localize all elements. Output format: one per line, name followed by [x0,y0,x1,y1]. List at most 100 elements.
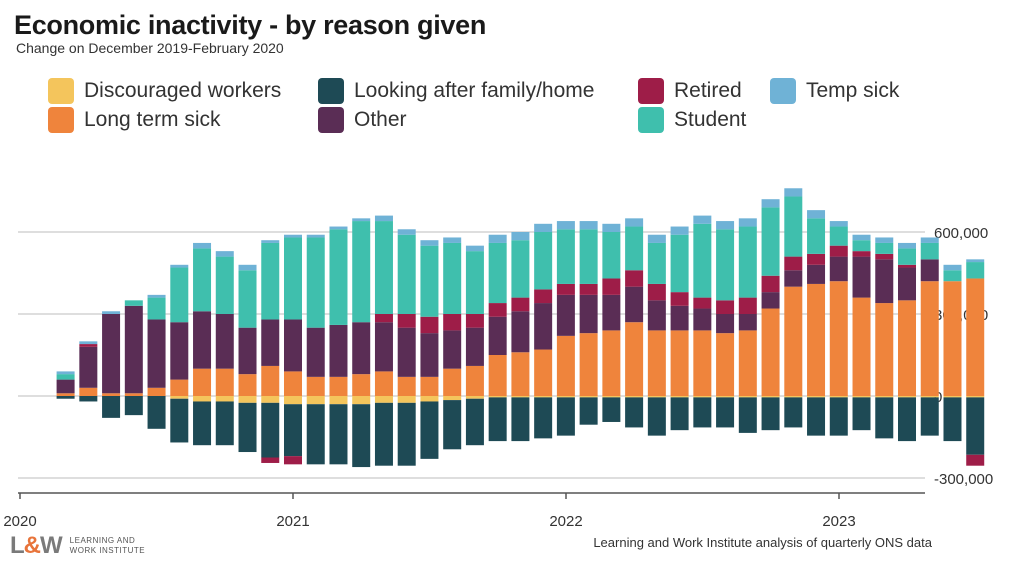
bar-segment-retired [443,314,462,331]
bar-segment-student [625,226,644,271]
bar-segment-temp-sick [56,371,75,375]
bar-segment-looking-after-family-home [420,401,439,459]
bar-segment-long-term-sick [898,300,917,396]
bar-segment-other [465,327,484,366]
bar-segment-discouraged-workers [647,396,666,398]
bar-segment-student [374,221,393,314]
bar-segment-other [761,292,780,309]
bar-segment-student [875,242,894,254]
bar-segment-discouraged-workers [352,396,371,405]
bar-segment-other [829,256,848,282]
bar-segment-looking-after-family-home [193,401,212,446]
bar-segment-looking-after-family-home [875,397,894,439]
bar-segment-long-term-sick [397,376,416,396]
bar-segment-discouraged-workers [670,396,689,398]
bar-segment-looking-after-family-home [647,397,666,436]
bar-segment-retired [511,297,530,312]
bar-segment-student [124,300,143,306]
bar-segment-looking-after-family-home [670,397,689,431]
bar-segment-looking-after-family-home [170,398,189,443]
logo-mark-l: L [10,532,25,559]
bar-segment-temp-sick [102,311,121,314]
bar-segment-temp-sick [966,259,985,263]
bar-segment-student [829,226,848,246]
logo-mark-w: W [40,532,63,559]
bar-segment-retired [284,456,302,465]
bar-segment-discouraged-workers [738,396,757,398]
bar-segment-discouraged-workers [284,396,302,405]
bar-segment-other [511,311,530,353]
bar-segment-student [716,229,735,301]
bar-segment-temp-sick [761,199,780,208]
bar-segment-temp-sick [443,237,462,243]
legend-swatch [770,78,796,104]
bar-segment-long-term-sick [670,330,689,396]
bar-segment-looking-after-family-home [716,397,735,428]
bar-segment-student [738,226,757,298]
bar-segment-looking-after-family-home [556,397,575,436]
bar-segment-long-term-sick [465,365,484,396]
y-tick-label: -300,000 [934,471,993,488]
bar-segment-long-term-sick [374,371,393,396]
bar-segment-discouraged-workers [875,396,894,398]
bar-segment-other [79,346,98,388]
bar-segment-looking-after-family-home [511,397,530,442]
bar-segment-discouraged-workers [215,396,234,402]
bar-segment-temp-sick [807,210,826,219]
bar-segment-temp-sick [556,221,575,230]
bar-segment-retired [829,245,848,257]
bar-segment-long-term-sick [261,365,280,396]
bar-segment-temp-sick [420,240,439,246]
bar-segment-other [56,379,75,394]
legend: Discouraged workers Long term sick Looki… [48,78,948,138]
bar-segment-retired [374,314,393,323]
bar-segment-retired [397,314,416,328]
bar-segment-student [488,242,507,304]
bar-segment-temp-sick [329,226,348,230]
bar-segment-student [807,218,826,254]
bar-segment-student [693,223,712,298]
bar-segment-discouraged-workers [784,396,803,398]
legend-item-student: Student [638,107,746,133]
bar-segment-student [898,248,917,265]
bar-segment-other [875,259,894,304]
bar-segment-other [443,330,462,369]
bar-segment-student [784,196,803,257]
bar-segment-discouraged-workers [852,396,871,398]
bar-segment-other [284,319,302,372]
bar-segment-long-term-sick [875,303,894,396]
bar-segment-student [306,237,325,328]
bar-segment-long-term-sick [56,393,75,396]
bar-segment-long-term-sick [193,368,212,396]
bar-segment-long-term-sick [284,371,302,396]
bar-segment-looking-after-family-home [693,397,712,428]
bar-segment-temp-sick [261,240,280,243]
bar-segment-other [215,314,234,369]
bar-segment-long-term-sick [852,297,871,396]
bar-segment-retired [625,270,644,287]
bar-segment-discouraged-workers [829,396,848,398]
bar-segment-retired [693,297,712,309]
bar-segment-temp-sick [784,188,803,197]
bar-segment-student [465,251,484,314]
bar-segment-retired [807,253,826,265]
bar-segment-student [443,242,462,314]
bar-segment-looking-after-family-home [284,404,302,457]
bar-segment-other [602,294,621,331]
bar-segment-other [329,324,348,377]
bar-segment-temp-sick [465,245,484,252]
bar-segment-student [147,297,166,320]
bar-segment-discouraged-workers [602,396,621,398]
bar-segment-other [420,333,439,377]
bar-segment-other [738,314,757,331]
bar-segment-long-term-sick [238,374,257,396]
legend-label: Student [674,108,747,131]
legend-label: Long term sick [84,108,221,131]
bar-segment-looking-after-family-home [261,402,280,458]
legend-item-retired: Retired [638,78,742,104]
bar-segment-other [784,270,803,287]
bar-segment-long-term-sick [534,349,553,396]
bar-segment-long-term-sick [352,374,371,396]
bar-segment-student [397,234,416,314]
